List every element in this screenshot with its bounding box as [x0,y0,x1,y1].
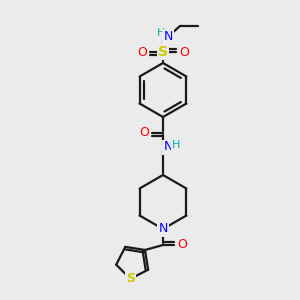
Text: N: N [163,140,173,154]
Text: N: N [163,29,173,43]
Text: O: O [179,46,189,59]
Text: H: H [172,140,180,150]
Text: O: O [177,238,187,251]
Text: S: S [126,272,135,285]
Text: H: H [157,28,165,38]
Text: S: S [158,45,168,59]
Text: O: O [137,46,147,59]
Text: O: O [139,127,149,140]
Text: N: N [158,223,168,236]
